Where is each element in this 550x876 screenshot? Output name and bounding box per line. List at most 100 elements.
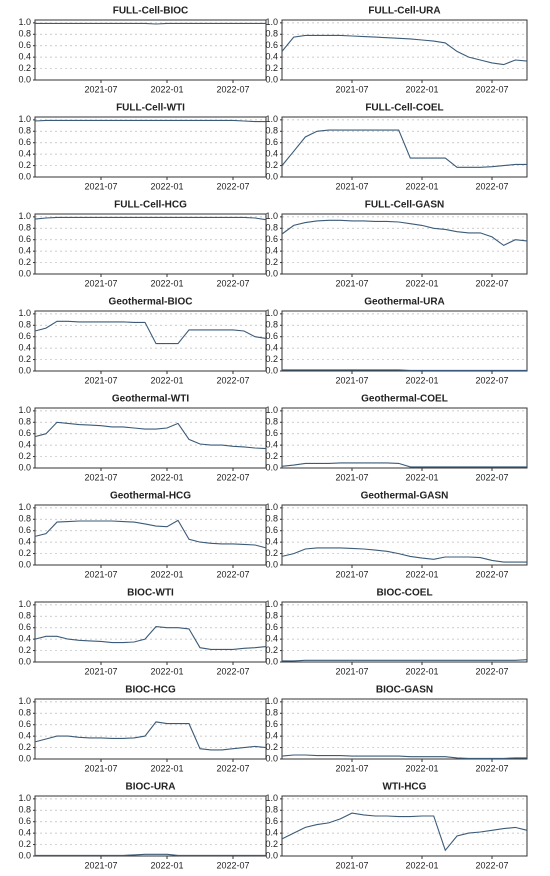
x-tick-label: 2022-07 [216,181,249,191]
chart-title: Geothermal-BIOC [109,297,193,308]
x-tick-label: 2021-07 [335,375,368,385]
chart-title: FULL-Cell-HCG [114,200,187,211]
x-tick-label: 2022-01 [405,763,438,773]
plot-frame [34,795,267,857]
y-tick-label: 1.0 [18,405,31,415]
y-tick-label: 0.4 [265,537,278,547]
y-tick-label: 0.2 [18,742,31,752]
x-tick-label: 2022-07 [475,278,508,288]
y-tick-label: 0.0 [265,753,278,763]
chart-title: Geothermal-WTI [112,394,189,405]
x-tick-label: 2022-01 [405,569,438,579]
plot-frame [281,310,528,372]
x-tick-label: 2021-07 [335,181,368,191]
plot-frame [281,504,528,566]
y-tick-label: 0.2 [18,63,31,73]
y-tick-label: 0.8 [265,514,278,524]
x-tick-label: 2022-01 [405,375,438,385]
y-tick-label: 0.6 [265,719,278,729]
y-tick-label: 0.8 [18,805,31,815]
series-line [281,812,528,852]
plot-frame [34,601,267,663]
chart-title: BIOC-GASN [376,685,433,696]
x-tick-label: 2022-01 [405,278,438,288]
y-tick-label: 1.0 [265,405,278,415]
y-tick-label: 0.8 [18,611,31,621]
y-tick-label: 0.0 [265,171,278,181]
x-tick-label: 2022-01 [405,84,438,94]
y-tick-label: 0.2 [18,451,31,461]
y-tick-label: 0.6 [265,137,278,147]
y-tick-label: 0.4 [265,634,278,644]
y-tick-label: 1.0 [18,17,31,27]
y-tick-label: 0.0 [265,462,278,472]
y-tick-label: 0.8 [265,126,278,136]
y-tick-label: 0.2 [265,257,278,267]
y-tick-label: 1.0 [18,502,31,512]
chart-title: BIOC-COEL [376,588,432,599]
y-tick-label: 1.0 [265,696,278,706]
x-tick-label: 2022-07 [475,666,508,676]
y-tick-label: 0.0 [18,850,31,860]
y-tick-label: 0.4 [18,343,31,353]
x-tick-label: 2021-07 [84,278,117,288]
series-line [34,626,267,650]
x-tick-label: 2022-07 [475,763,508,773]
plot-frame [281,19,528,81]
y-tick-label: 0.6 [18,525,31,535]
x-tick-label: 2022-01 [405,666,438,676]
chart-title: FULL-Cell-WTI [116,103,185,114]
x-tick-label: 2021-07 [84,472,117,482]
x-tick-label: 2022-07 [475,472,508,482]
y-tick-label: 0.2 [265,160,278,170]
series-line [281,219,528,247]
y-tick-label: 1.0 [18,696,31,706]
y-tick-label: 1.0 [265,793,278,803]
x-tick-label: 2021-07 [335,763,368,773]
plot-frame [34,407,267,469]
plot-frame [281,698,528,760]
y-tick-label: 0.0 [265,559,278,569]
x-tick-label: 2021-07 [335,860,368,870]
x-tick-label: 2022-01 [150,763,183,773]
x-tick-label: 2021-07 [335,278,368,288]
y-tick-label: 0.2 [18,160,31,170]
plot-frame [34,504,267,566]
series-line [34,519,267,549]
x-tick-label: 2022-07 [475,181,508,191]
x-tick-label: 2021-07 [84,763,117,773]
y-tick-label: 0.0 [18,753,31,763]
x-tick-label: 2021-07 [84,84,117,94]
series-line [34,320,267,345]
y-tick-label: 0.6 [265,816,278,826]
chart-title: BIOC-WTI [127,588,174,599]
y-tick-label: 0.0 [18,656,31,666]
y-tick-label: 1.0 [18,308,31,318]
y-tick-label: 0.4 [265,246,278,256]
y-tick-label: 0.6 [18,40,31,50]
plot-frame [281,407,528,469]
chart-title: Geothermal-URA [364,297,445,308]
chart-title: BIOC-HCG [125,685,176,696]
y-tick-label: 0.6 [18,719,31,729]
x-tick-label: 2022-07 [216,84,249,94]
x-tick-label: 2022-01 [405,472,438,482]
series-line [281,34,528,66]
x-tick-label: 2022-07 [216,472,249,482]
x-tick-label: 2022-07 [475,375,508,385]
y-tick-label: 0.4 [265,828,278,838]
series-line [34,421,267,450]
series-line [35,853,266,856]
y-tick-label: 0.2 [265,839,278,849]
y-tick-label: 0.0 [18,74,31,84]
y-tick-label: 0.8 [265,29,278,39]
x-tick-label: 2022-07 [216,860,249,870]
y-tick-label: 1.0 [18,211,31,221]
x-tick-label: 2022-07 [216,763,249,773]
y-tick-label: 0.4 [18,731,31,741]
chart-title: WTI-HCG [383,782,427,793]
x-tick-label: 2022-07 [216,666,249,676]
y-tick-label: 0.4 [265,149,278,159]
x-tick-label: 2022-01 [150,860,183,870]
y-tick-label: 0.4 [265,343,278,353]
